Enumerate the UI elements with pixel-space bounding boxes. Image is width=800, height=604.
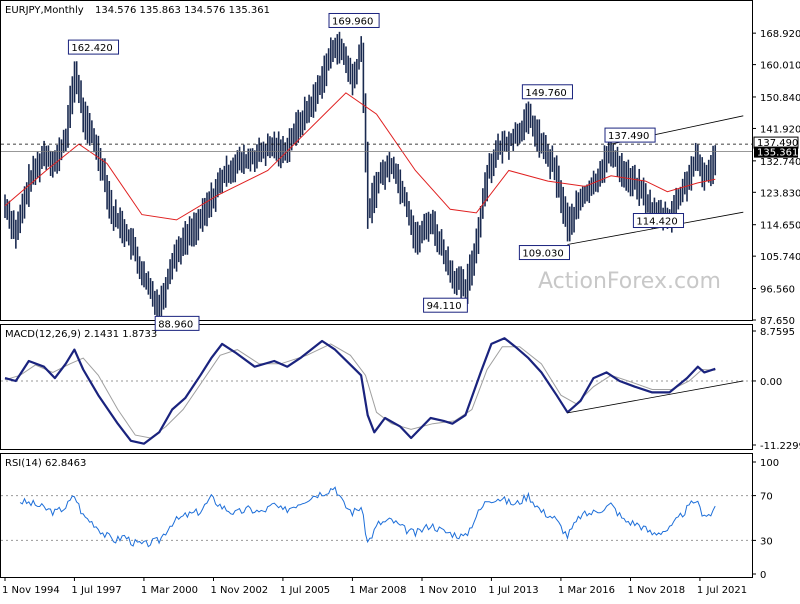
current-price-box — [754, 146, 798, 158]
macd-y-tick-label: 8.7595 — [760, 327, 795, 338]
annotation-box — [518, 245, 570, 261]
x-tick-label: 1 Mar 2000 — [141, 585, 198, 596]
annotation-label: 169.960 — [332, 16, 373, 27]
rsi-y-tick-label: 30 — [760, 536, 773, 547]
annotation-label: 137.490 — [608, 131, 649, 142]
moving-average-line — [4, 92, 716, 221]
rsi-y-tick-label: 70 — [760, 492, 773, 503]
x-tick-label: 1 Nov 2018 — [627, 585, 685, 596]
macd-y-tick-label: 0.00 — [760, 377, 782, 388]
price-y-tick-label: 160.010 — [760, 61, 800, 72]
annotation-box — [423, 297, 468, 313]
macd-trendline — [567, 380, 744, 414]
annotation-box — [521, 84, 573, 100]
channel-lower-line — [567, 211, 744, 245]
price-y-tick-label: 87.650 — [760, 316, 795, 327]
price-y-tick-label: 123.830 — [760, 188, 800, 199]
price-y-tick-label: 132.740 — [760, 157, 800, 168]
annotation-box — [604, 127, 656, 143]
price-y-tick-label: 114.650 — [760, 221, 800, 232]
watermark: ActionForex.com — [538, 269, 721, 294]
x-tick-label: 1 Jul 2021 — [697, 585, 747, 596]
macd-signal-line — [4, 343, 716, 439]
price-y-tick-label: 141.920 — [760, 124, 800, 135]
x-tick-label: 1 Nov 2002 — [210, 585, 268, 596]
x-tick-label: 1 Mar 2008 — [349, 585, 406, 596]
x-axis: 1 Nov 1994 1 Jul 1997 1 Mar 2000 1 Nov 2002… — [2, 577, 747, 596]
rsi-y-tick-label: 0 — [760, 570, 766, 581]
annotation-box — [328, 12, 380, 28]
macd-panel-title: MACD(12,26,9) 2.1431 1.8733 — [5, 329, 157, 340]
rsi-plot: 100 70 30 0 — [1, 458, 779, 581]
macd-y-tick-label: -11.2299 — [760, 441, 800, 452]
annotation-label: 88.960 — [158, 319, 193, 330]
annotation-label: 162.420 — [71, 43, 112, 54]
price-bars — [4, 31, 717, 325]
macd-panel-frame — [0, 324, 753, 450]
annotation-box — [154, 315, 200, 331]
price-overlays: 162.420 88.960 169.960 94.110 149.760 109.030… — [1, 12, 752, 331]
annotation-label: 114.420 — [636, 217, 677, 228]
x-tick-label: 1 Mar 2016 — [558, 585, 615, 596]
rsi-line — [19, 486, 716, 548]
annotation-label: 94.110 — [427, 301, 462, 312]
price-y-tick-label: 150.840 — [760, 93, 800, 104]
price-y-tick-label: 96.560 — [760, 285, 795, 296]
rsi-panel-title: RSI(14) 62.8463 — [5, 458, 86, 469]
price-panel-title: EURJPY,Monthly — [5, 5, 84, 16]
annotation-label: 109.030 — [522, 249, 563, 260]
x-tick-label: 1 Jul 1997 — [71, 585, 121, 596]
resistance-price-label: 137.490 — [757, 138, 798, 149]
current-price-label: 135.361 — [757, 148, 798, 159]
price-y-axis: 168.920 160.010 150.840 141.920 132.740 123.8… — [752, 29, 800, 327]
macd-main-line — [4, 337, 716, 445]
annotation-label: 149.760 — [525, 88, 566, 99]
price-y-tick-label: 168.920 — [760, 29, 800, 40]
price-ohlc-readout: 134.576 135.863 134.576 135.361 — [95, 5, 270, 16]
rsi-y-tick-label: 100 — [760, 458, 779, 469]
annotation-box — [632, 213, 685, 229]
x-tick-label: 1 Nov 2010 — [419, 585, 477, 596]
annotation-box — [67, 39, 120, 55]
x-tick-label: 1 Nov 1994 — [2, 585, 60, 596]
rsi-panel-frame — [0, 453, 753, 578]
x-tick-label: 1 Jul 2005 — [280, 585, 330, 596]
price-y-tick-label: 105.740 — [760, 252, 800, 263]
macd-plot: 8.7595 0.00 -11.2299 — [1, 327, 800, 452]
x-tick-label: 1 Jul 2013 — [488, 585, 538, 596]
